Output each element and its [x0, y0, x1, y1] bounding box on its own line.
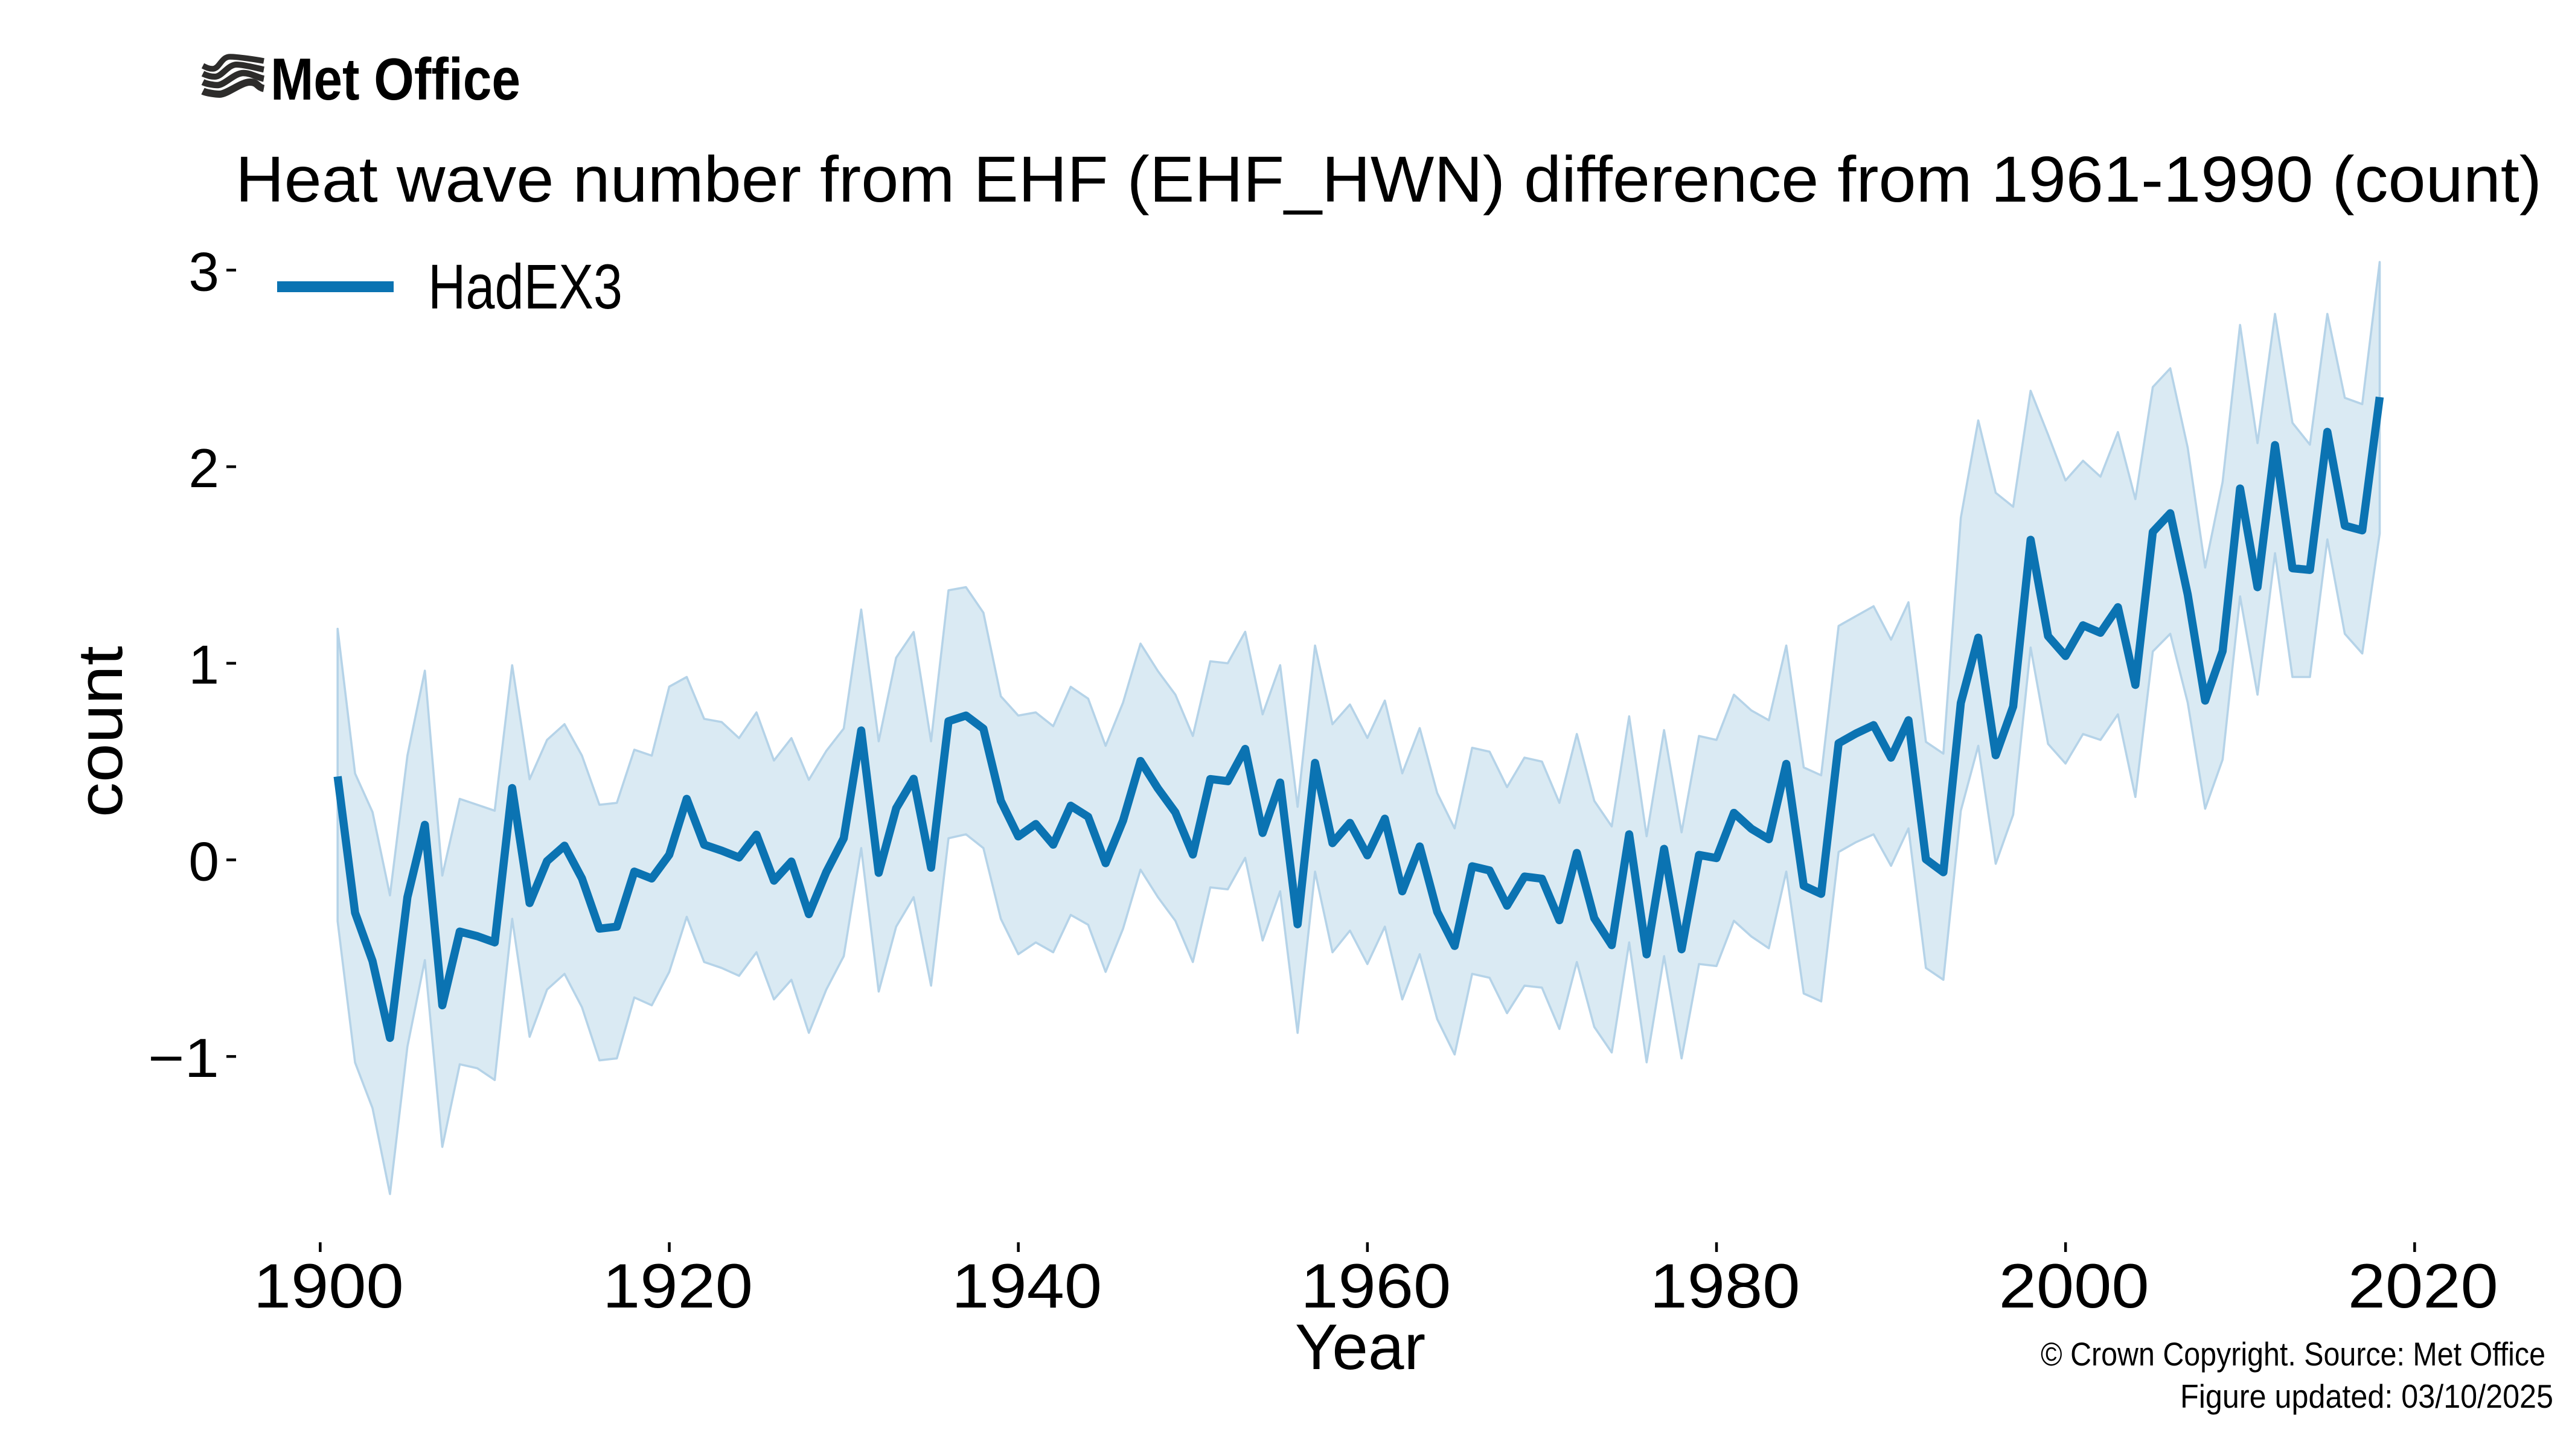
svg-text:Figure updated: 03/10/2025: Figure updated: 03/10/2025: [2180, 1378, 2553, 1415]
svg-text:1940: 1940: [952, 1251, 1102, 1321]
svg-text:count: count: [65, 646, 136, 817]
svg-text:1980: 1980: [1650, 1251, 1800, 1321]
svg-text:Heat wave number from EHF (EHF: Heat wave number from EHF (EHF_HWN) diff…: [235, 142, 2542, 216]
svg-text:1900: 1900: [254, 1251, 404, 1321]
svg-text:2000: 2000: [1999, 1251, 2149, 1321]
svg-text:0: 0: [188, 831, 219, 892]
svg-text:1960: 1960: [1300, 1251, 1451, 1321]
svg-text:−1: −1: [148, 1028, 219, 1089]
svg-text:Year: Year: [1295, 1311, 1425, 1383]
svg-text:HadEX3: HadEX3: [428, 252, 622, 322]
svg-text:2020: 2020: [2348, 1251, 2498, 1321]
svg-text:1920: 1920: [603, 1251, 753, 1321]
svg-text:3: 3: [188, 241, 219, 302]
svg-text:2: 2: [188, 438, 219, 499]
svg-text:Met Office: Met Office: [270, 46, 520, 112]
svg-text:© Crown Copyright. Source: Met: © Crown Copyright. Source: Met Office: [2041, 1335, 2545, 1373]
svg-text:1: 1: [188, 635, 219, 696]
